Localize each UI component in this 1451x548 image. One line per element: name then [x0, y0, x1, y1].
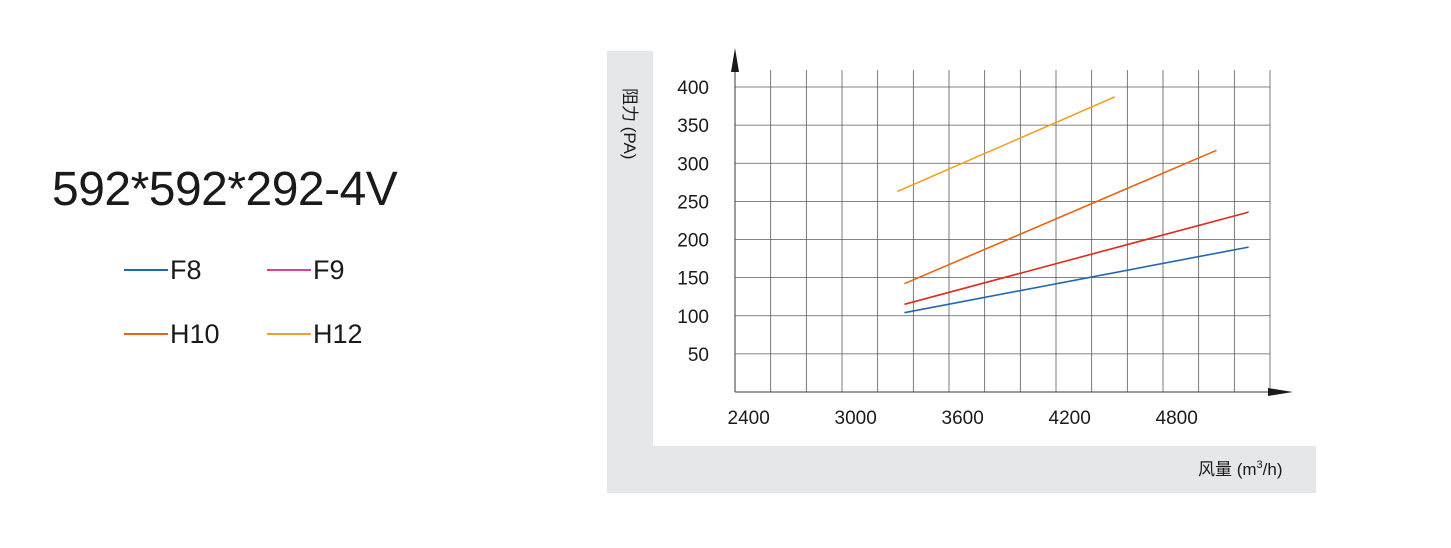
x-axis-label: 风量 (m3/h)	[1198, 459, 1283, 479]
chart-frame	[607, 51, 1316, 493]
legend-item-h10: H10	[124, 314, 220, 354]
y-tick-label: 350	[677, 116, 709, 137]
series-line-2	[904, 149, 1217, 285]
y-tick-label: 200	[677, 231, 709, 252]
legend-label-h12: H12	[313, 318, 363, 349]
legend-swatch-f9	[267, 269, 311, 271]
series-line-3	[896, 96, 1116, 193]
legend-item-f9: F9	[267, 250, 345, 290]
model-title: 592*592*292-4V	[52, 163, 398, 216]
series-line-0	[904, 246, 1249, 314]
y-axis-arrow	[731, 48, 739, 72]
x-tick-label: 3600	[942, 408, 984, 429]
y-tick-label: 400	[677, 78, 709, 99]
y-tick-label: 150	[677, 269, 709, 290]
x-axis-label-suffix: /h)	[1263, 460, 1283, 479]
series-line-1	[904, 211, 1249, 306]
legend-label-f8: F8	[170, 254, 202, 285]
chart-axes	[731, 48, 1293, 396]
x-tick-label: 3000	[835, 408, 877, 429]
x-tick-label: 4800	[1156, 408, 1198, 429]
x-axis-label-sup: 3	[1257, 459, 1263, 471]
y-tick-label: 250	[677, 192, 709, 213]
x-axis-label-prefix: 风量 (m	[1198, 460, 1257, 479]
y-axis-label: 阻力 (PA)	[620, 88, 639, 159]
x-tick-label: 4200	[1049, 408, 1091, 429]
legend-swatch-h10	[124, 333, 168, 335]
y-tick-label: 100	[677, 307, 709, 328]
x-tick-label: 2400	[728, 408, 770, 429]
chart-grid	[735, 70, 1271, 392]
x-axis-arrow	[1268, 388, 1293, 396]
legend-item-f8: F8	[124, 250, 202, 290]
legend-label-f9: F9	[313, 254, 345, 285]
chart-ticks: 50 100 150 200 250 300 350 400 2400 3000 3600 4200 4…	[677, 78, 1198, 429]
legend-label-h10: H10	[170, 318, 220, 349]
legend-swatch-f8	[124, 269, 168, 271]
legend-item-h12: H12	[267, 314, 363, 354]
legend-swatch-h12	[267, 333, 311, 335]
y-tick-label: 50	[688, 345, 709, 366]
chart-series	[896, 96, 1249, 314]
legend: F8 F9 H10 H12	[124, 250, 424, 360]
y-tick-label: 300	[677, 154, 709, 175]
